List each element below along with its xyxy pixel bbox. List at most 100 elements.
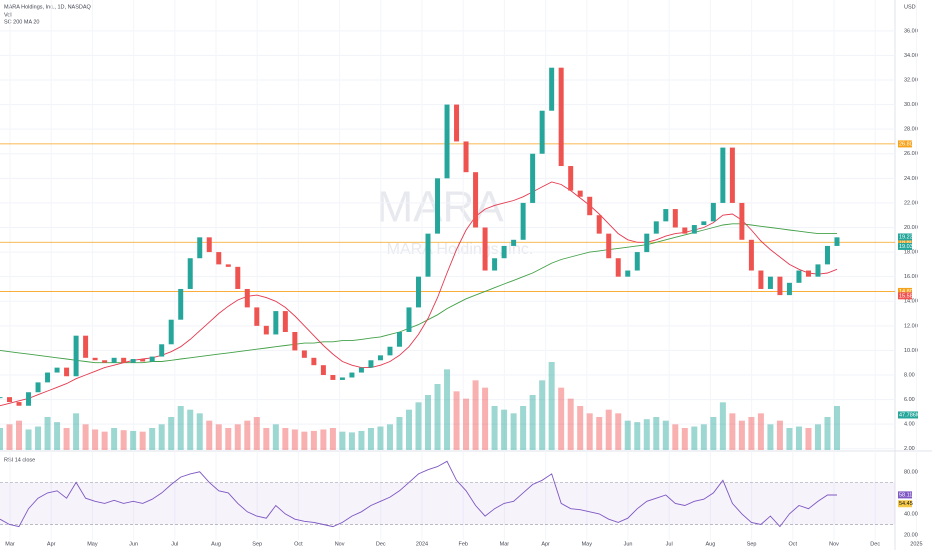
volume-bar	[425, 395, 432, 450]
rsi-title: RSI 14 close	[4, 457, 35, 463]
candle	[720, 147, 726, 203]
y-tick-label: 12.00	[904, 323, 918, 329]
volume-bar	[225, 428, 232, 450]
candle	[482, 227, 488, 271]
volume-bar	[63, 428, 70, 450]
candle	[729, 147, 735, 203]
level-tag	[898, 287, 912, 295]
volume-bar	[35, 426, 42, 450]
candle	[311, 357, 317, 366]
candle	[83, 335, 89, 358]
volume-bar	[177, 406, 184, 450]
candle	[216, 252, 222, 265]
volume-bar	[510, 413, 517, 450]
volume-bar	[834, 406, 840, 450]
volume-bar	[434, 384, 441, 450]
x-tick-label: Aug	[211, 541, 221, 547]
candle	[263, 325, 269, 335]
price-label: 19.03	[899, 244, 913, 250]
volume-bar	[54, 422, 61, 450]
volume-bar	[187, 409, 194, 450]
chart-title: MARA Holdings, Inc., 1D, NASDAQ	[4, 4, 92, 10]
candle	[282, 311, 288, 332]
candle	[111, 357, 117, 363]
candle	[625, 270, 631, 277]
y-tick-label: 2.00	[904, 446, 915, 452]
candle	[368, 360, 374, 368]
y-tick-label: 10.00	[904, 348, 918, 354]
y-tick-label: 28.00	[904, 127, 918, 133]
rsi-tick-label: 40.00	[904, 511, 918, 517]
volume-bar	[691, 426, 698, 450]
volume-bar	[463, 398, 470, 450]
candle	[16, 402, 22, 406]
volume-bar	[310, 430, 317, 450]
candle	[254, 307, 260, 326]
y-tick-label: 14.00	[904, 299, 918, 305]
candle	[511, 239, 517, 246]
volume-bar	[358, 430, 365, 450]
candle	[558, 67, 564, 167]
volume-bar	[291, 429, 298, 450]
candle	[187, 258, 193, 289]
candle	[815, 264, 821, 277]
volume-bar	[605, 409, 612, 450]
x-tick-label: 2025	[910, 541, 922, 547]
x-tick-label: Dec	[376, 541, 386, 547]
candle	[358, 367, 364, 373]
x-tick-label: Jun	[129, 541, 138, 547]
rsi-line	[0, 460, 837, 528]
candle	[396, 331, 402, 347]
candle	[786, 282, 792, 296]
volume-bar	[139, 431, 146, 450]
candle	[530, 153, 536, 203]
candle	[435, 178, 441, 234]
volume-bar	[482, 387, 489, 450]
watermark: MARA	[376, 183, 504, 232]
volume-bar	[101, 431, 108, 450]
y-tick-label: 26.00	[904, 151, 918, 157]
volume-bar	[653, 417, 660, 450]
candle	[644, 233, 650, 253]
x-tick-label: Mar	[500, 541, 510, 547]
candle	[710, 202, 716, 222]
watermark-sub: MARA Holdings, Inc.	[387, 241, 534, 258]
candle	[7, 397, 13, 403]
volume-bar	[786, 428, 793, 450]
volume-bar	[472, 380, 479, 450]
volume-bar	[377, 426, 384, 450]
volume-bar	[44, 417, 51, 450]
candle	[653, 221, 659, 234]
volume-bar	[567, 398, 574, 450]
candle	[520, 202, 526, 240]
volume-bar	[396, 417, 403, 450]
candle	[387, 346, 393, 356]
candle	[35, 382, 41, 393]
candle	[492, 258, 498, 271]
candle	[444, 104, 450, 179]
volume-bar	[577, 406, 584, 450]
level-label: 18.80	[899, 240, 913, 246]
candle	[178, 288, 184, 320]
volume-bar	[767, 424, 774, 450]
candle	[549, 67, 555, 111]
candle	[159, 344, 165, 357]
volume-bar	[215, 424, 222, 450]
candle	[235, 266, 241, 289]
volume-bar	[253, 417, 260, 450]
volume-bar	[348, 432, 355, 450]
x-tick-label: Nov	[829, 541, 839, 547]
volume-bar	[814, 424, 821, 450]
y-tick-label: 16.00	[904, 274, 918, 280]
x-tick-label: Sep	[747, 541, 757, 547]
candle	[140, 359, 146, 362]
volume-bar	[453, 391, 460, 450]
price-tag	[898, 292, 912, 300]
volume-bar	[301, 431, 308, 450]
volume-bar	[82, 424, 89, 450]
y-tick-label: 36.00	[904, 28, 918, 34]
volume-bar	[529, 395, 536, 450]
candle	[682, 227, 688, 234]
rsi-label: 58.11	[899, 492, 912, 498]
